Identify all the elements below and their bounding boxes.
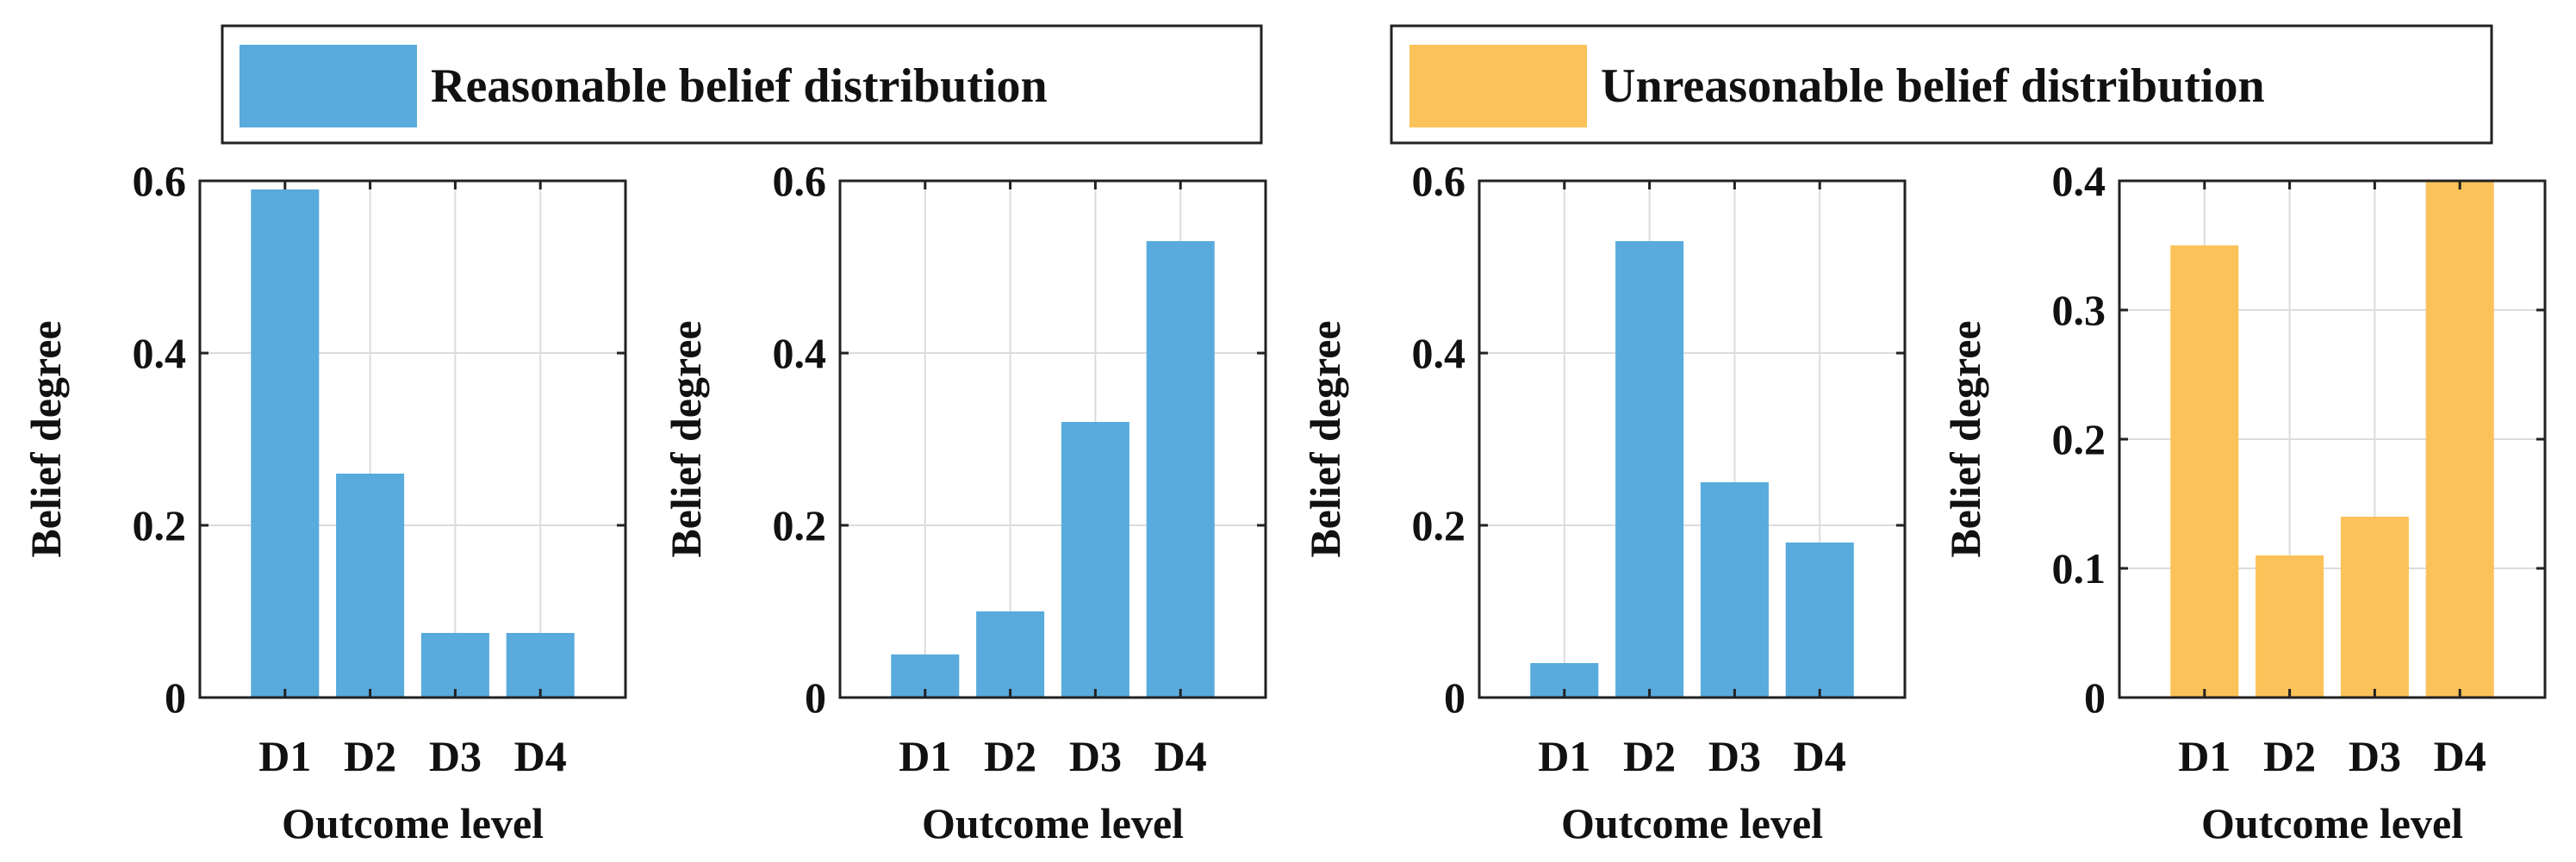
x-tick-label: D3 (1708, 732, 1761, 780)
legend-label: Unreasonable belief distribution (1601, 59, 2265, 113)
legend-swatch (240, 45, 417, 127)
y-axis-title: Belief degree (1301, 320, 1349, 557)
y-tick-label: 0.2 (773, 501, 827, 549)
x-tick-label: D1 (899, 732, 951, 780)
y-tick-label: 0.2 (2052, 415, 2106, 463)
bar-d3 (1061, 422, 1129, 698)
x-axis-title: Outcome level (282, 799, 544, 847)
y-axis-title: Belief degree (1941, 320, 1989, 557)
bar-d4 (506, 633, 575, 698)
legend-reasonable: Reasonable belief distribution (221, 24, 1263, 145)
x-tick-label: D3 (429, 732, 482, 780)
y-tick-label: 0 (2084, 673, 2106, 722)
legend-unreasonable: Unreasonable belief distribution (1390, 24, 2493, 145)
y-tick-label: 0.6 (773, 157, 827, 205)
x-tick-label: D2 (344, 732, 396, 780)
bar-d2 (1615, 241, 1684, 698)
axes-frame (838, 179, 1267, 699)
x-tick-label: D2 (2263, 732, 2316, 780)
bar-d3 (420, 633, 489, 698)
y-tick-label: 0.2 (1412, 501, 1466, 549)
x-axis-title: Outcome level (2201, 799, 2463, 847)
x-tick-label: D4 (1154, 732, 1207, 780)
axes-frame (1478, 179, 1907, 699)
bar-d4 (1785, 543, 1854, 698)
y-tick-label: 0 (1444, 673, 1465, 722)
bar-d2 (336, 474, 405, 698)
chart-3: 0 0.2 0.4 0.6 D1 D2 D3 D4 Outcome level Belief de… (1301, 157, 1907, 847)
chart-1: 0 0.2 0.4 0.6 D1 D2 D3 D4 Outcome level Belief de… (22, 157, 627, 847)
y-axis-title: Belief degree (662, 320, 710, 557)
y-tick-label: 0.6 (133, 157, 187, 205)
y-tick-label: 0.4 (773, 329, 827, 377)
x-tick-label: D2 (984, 732, 1036, 780)
bar-d1 (251, 189, 320, 698)
bar-d3 (2340, 517, 2409, 698)
x-tick-label: D1 (2178, 732, 2231, 780)
axes-frame (198, 179, 627, 699)
x-tick-label: D1 (258, 732, 311, 780)
y-tick-label: 0.4 (2052, 157, 2106, 205)
y-tick-label: 0.4 (1412, 329, 1466, 377)
x-tick-label: D4 (514, 732, 567, 780)
x-axis-title: Outcome level (1561, 799, 1823, 847)
bar-d4 (2425, 181, 2494, 698)
x-tick-label: D3 (2349, 732, 2401, 780)
y-tick-label: 0.2 (133, 501, 187, 549)
x-tick-label: D3 (1069, 732, 1122, 780)
bar-d2 (2256, 555, 2324, 698)
bar-d1 (2170, 245, 2239, 698)
bar-d4 (1146, 241, 1215, 698)
legend-swatch (1409, 45, 1587, 127)
y-tick-label: 0 (165, 673, 186, 722)
y-tick-label: 0.4 (133, 329, 187, 377)
chart-2: 0 0.2 0.4 0.6 D1 D2 D3 D4 Outcome level Belief de… (662, 157, 1267, 847)
x-axis-title: Outcome level (922, 799, 1184, 847)
chart-4: 0 0.1 0.2 0.3 0.4 D1 D2 D3 D4 Outcome level Belief… (1941, 157, 2547, 847)
charts: 0 0.2 0.4 0.6 D1 D2 D3 D4 Outcome level Belief de… (22, 157, 2547, 847)
legend-label: Reasonable belief distribution (431, 59, 1048, 113)
x-tick-label: D4 (2434, 732, 2486, 780)
y-tick-label: 0.1 (2052, 544, 2106, 592)
y-tick-label: 0.3 (2052, 286, 2106, 334)
x-tick-label: D2 (1623, 732, 1676, 780)
y-axis-title: Belief degree (22, 320, 70, 557)
y-tick-label: 0.6 (1412, 157, 1466, 205)
y-tick-label: 0 (805, 673, 826, 722)
bar-d3 (1700, 482, 1769, 698)
bar-d2 (976, 611, 1045, 698)
x-tick-label: D1 (1538, 732, 1590, 780)
x-tick-label: D4 (1794, 732, 1846, 780)
